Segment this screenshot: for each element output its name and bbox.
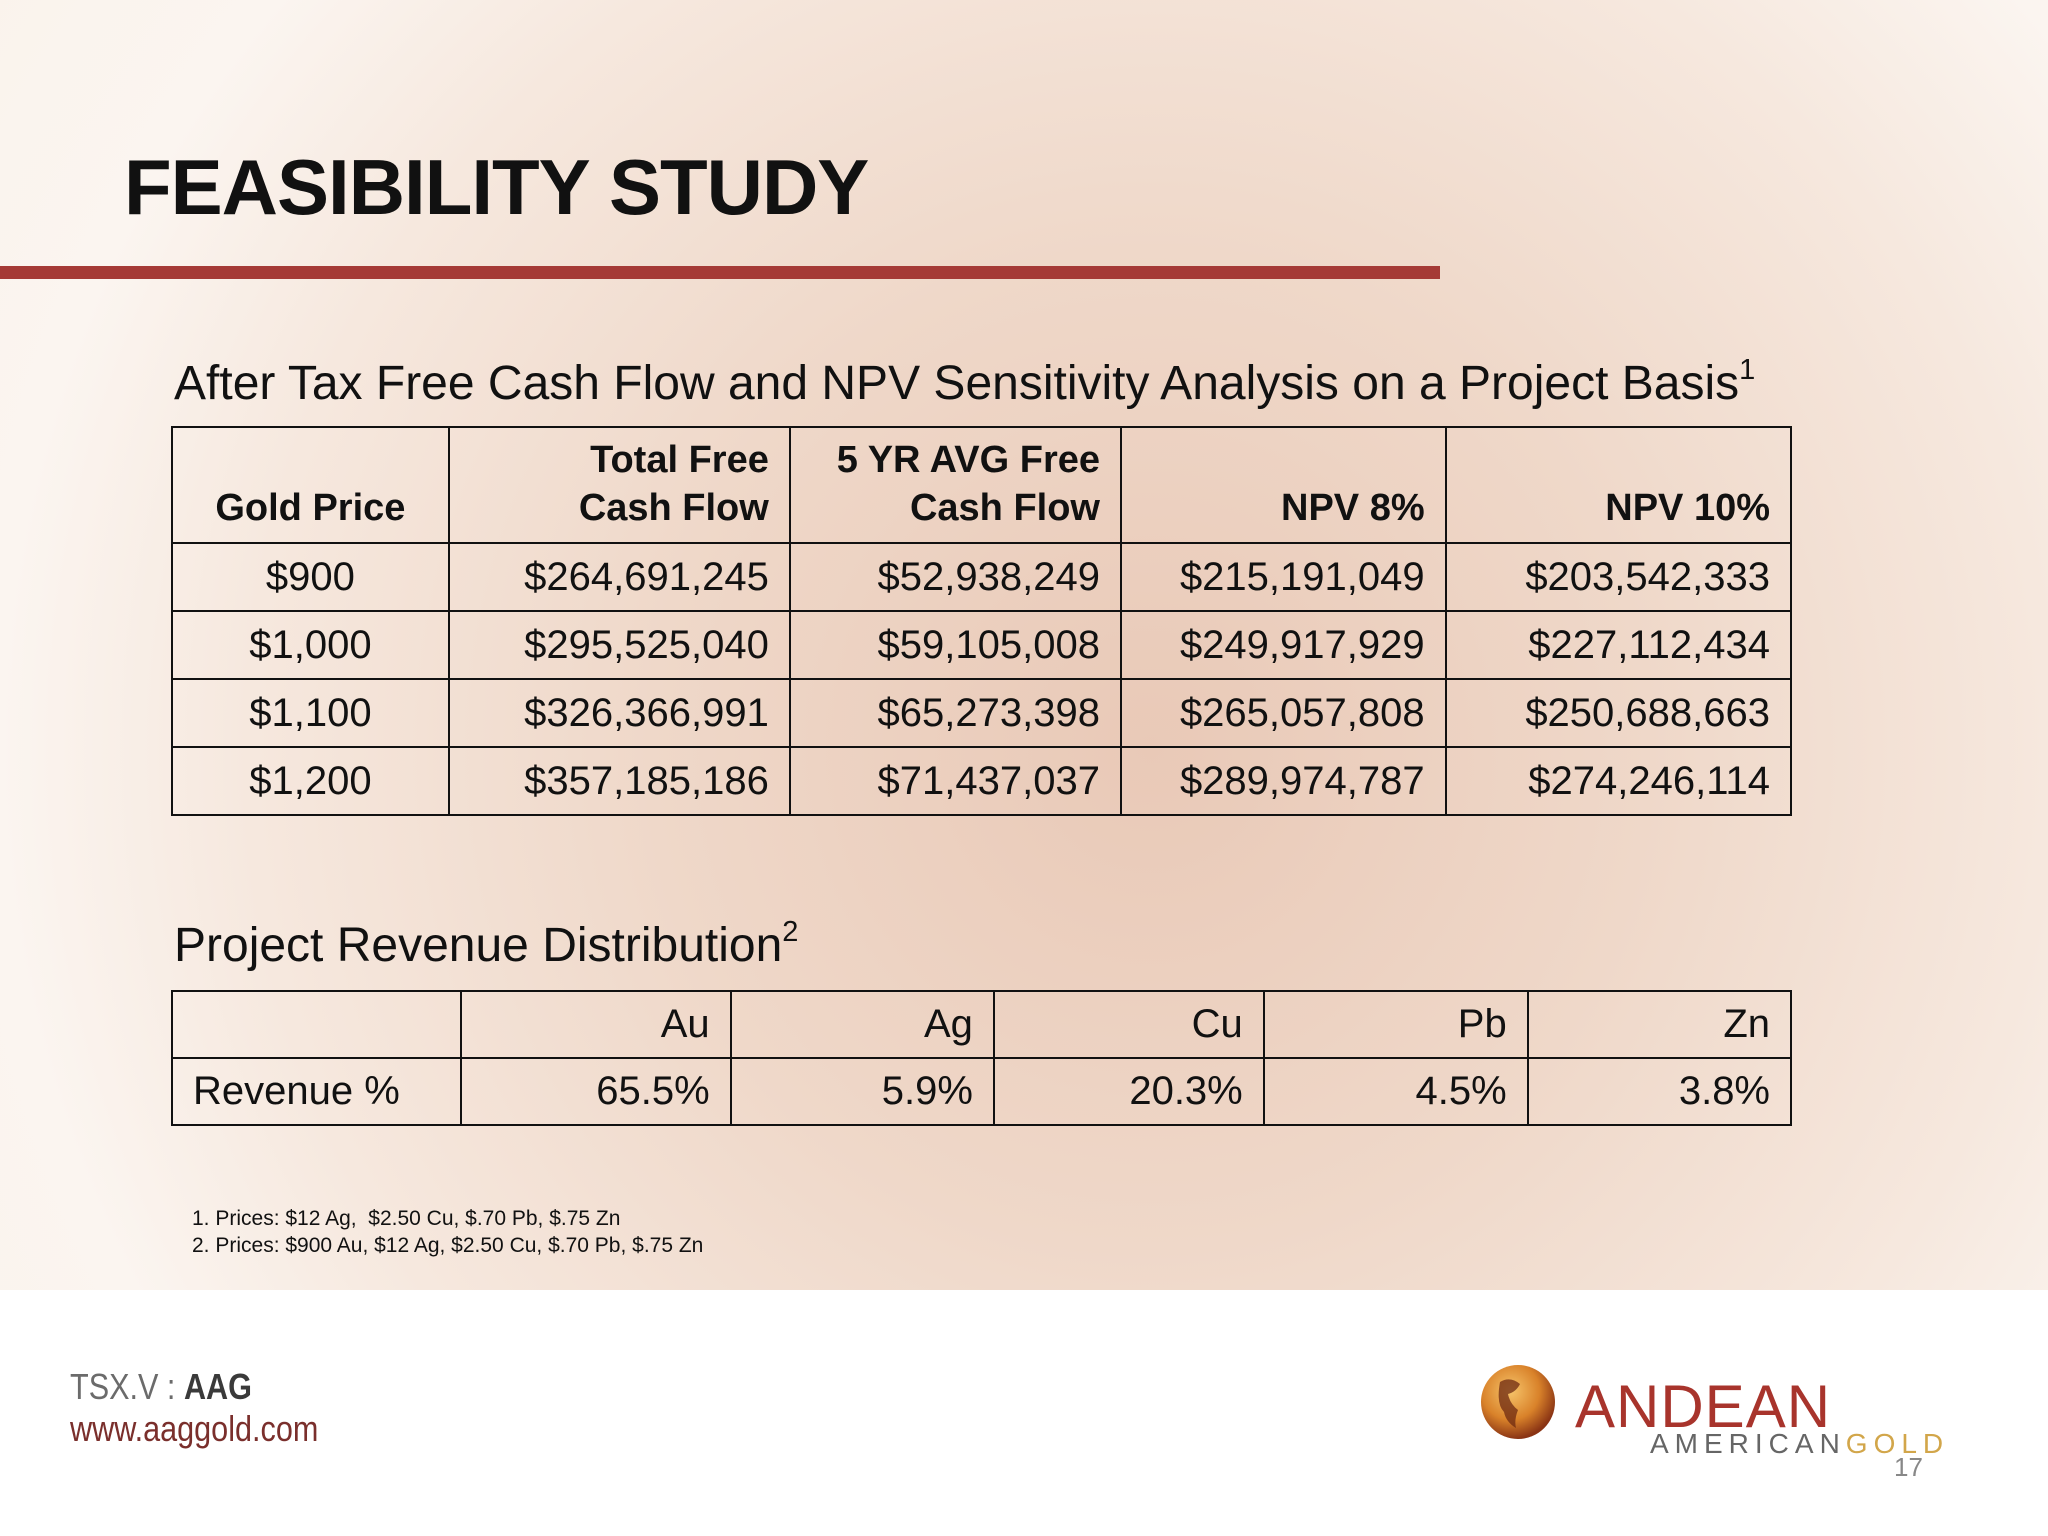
note-ref: 1 — [1739, 354, 1756, 386]
logo-globe — [1481, 1365, 1555, 1439]
cell: $265,057,808 — [1120, 678, 1447, 748]
footnote: 2. Prices: $900 Au, $12 Ag, $2.50 Cu, $.… — [192, 1234, 704, 1257]
cell: $295,525,040 — [447, 610, 791, 680]
header-text: 5 YR AVG Free — [836, 439, 1100, 481]
header-cell: Gold Price — [171, 426, 450, 544]
data-row: $1,100 $326,366,991 $65,273,398 $265,057,80… — [171, 678, 1793, 748]
title-rule — [0, 266, 1440, 279]
header-cell: 5 YR AVG Free Cash Flow — [788, 426, 1123, 544]
logo-american: AMERICAN — [1650, 1428, 1846, 1459]
exchange: TSX.V : AAG — [70, 1366, 252, 1408]
ticker: AAG — [183, 1366, 252, 1407]
cell: $289,974,787 — [1120, 746, 1447, 816]
data-row: Revenue % 65.5% 5.9% 20.3% 4.5% 3.8% — [171, 1057, 1793, 1126]
data-row: $1,200 $357,185,186 $71,437,037 $289,974,78… — [171, 746, 1793, 816]
header-text: Cash Flow — [909, 487, 1100, 529]
logo-line1: ANDEAN — [1575, 1373, 1832, 1440]
title: FEASIBILITY STUDY — [124, 143, 869, 231]
exchange-label: TSX.V : — [70, 1366, 184, 1407]
cell: $264,691,245 — [447, 542, 791, 612]
cell: $274,246,114 — [1444, 746, 1793, 816]
caption: After Tax Free Cash Flow and NPV Sensiti… — [174, 354, 1756, 411]
cell: $52,938,249 — [788, 542, 1123, 612]
header-text: Gold Price — [215, 487, 406, 529]
cell: $250,688,663 — [1444, 678, 1793, 748]
cell: 4.5% — [1262, 1057, 1529, 1126]
header-cell: Ag — [729, 990, 995, 1059]
header-cell: Pb — [1262, 990, 1529, 1059]
header-cell: NPV 8% — [1120, 426, 1447, 544]
revenue-table: Au Ag Cu Pb Zn Revenue % 65.5% 5.9% 20.3% 4.5% 3.8… — [171, 990, 1793, 1126]
cell: 5.9% — [729, 1057, 995, 1126]
cash-flow-table: Gold Price Total Free Cash Flow 5 YR AVG Fr… — [171, 426, 1793, 816]
header-text: Total Free — [590, 439, 769, 481]
footnote: 1. Prices: $12 Ag, $2.50 Cu, $.70 Pb, $.… — [192, 1207, 621, 1230]
logo-line2: AMERICANGOLD — [1650, 1428, 1949, 1460]
header-cell: NPV 10% — [1444, 426, 1793, 544]
header-row: Au Ag Cu Pb Zn — [171, 990, 1793, 1059]
note-ref: 2 — [782, 916, 799, 948]
cell: $227,112,434 — [1444, 610, 1793, 680]
caption-text: After Tax Free Cash Flow and NPV Sensiti… — [174, 357, 1740, 410]
cell: 3.8% — [1526, 1057, 1793, 1126]
header-cell: Cu — [992, 990, 1265, 1059]
page-number: 17 — [1894, 1452, 1923, 1482]
data-row: $1,000 $295,525,040 $59,105,008 $249,917,92… — [171, 610, 1793, 680]
cell: $65,273,398 — [788, 678, 1123, 748]
logo-gold: GOLD — [1845, 1428, 1950, 1459]
header-cell: Au — [459, 990, 732, 1059]
cell: $357,185,186 — [447, 746, 791, 816]
header-text: NPV 8% — [1281, 487, 1425, 529]
cell: $203,542,333 — [1444, 542, 1793, 612]
row-label: Revenue % — [171, 1057, 462, 1126]
cell: $326,366,991 — [447, 678, 791, 748]
header-text: Cash Flow — [578, 487, 769, 529]
cell: $900 — [171, 542, 450, 612]
caption: Project Revenue Distribution2 — [174, 916, 799, 973]
cell: $215,191,049 — [1120, 542, 1447, 612]
cell: $1,200 — [171, 746, 450, 816]
header-row: Gold Price Total Free Cash Flow 5 YR AVG Fr… — [171, 426, 1793, 544]
cell: $249,917,929 — [1120, 610, 1447, 680]
header-cell: Zn — [1526, 990, 1793, 1059]
cell: $71,437,037 — [788, 746, 1123, 816]
data-row: $900 $264,691,245 $52,938,249 $215,191,049 $… — [171, 542, 1793, 612]
cell: 20.3% — [992, 1057, 1265, 1126]
header-text: NPV 10% — [1605, 487, 1770, 529]
caption-text: Project Revenue Distribution — [174, 919, 783, 972]
header-cell: Total Free Cash Flow — [447, 426, 791, 544]
website: www.aaggold.com — [70, 1408, 319, 1449]
cell: $59,105,008 — [788, 610, 1123, 680]
cell: $1,100 — [171, 678, 450, 748]
empty-cell — [171, 990, 462, 1059]
cell: $1,000 — [171, 610, 450, 680]
cell: 65.5% — [459, 1057, 732, 1126]
